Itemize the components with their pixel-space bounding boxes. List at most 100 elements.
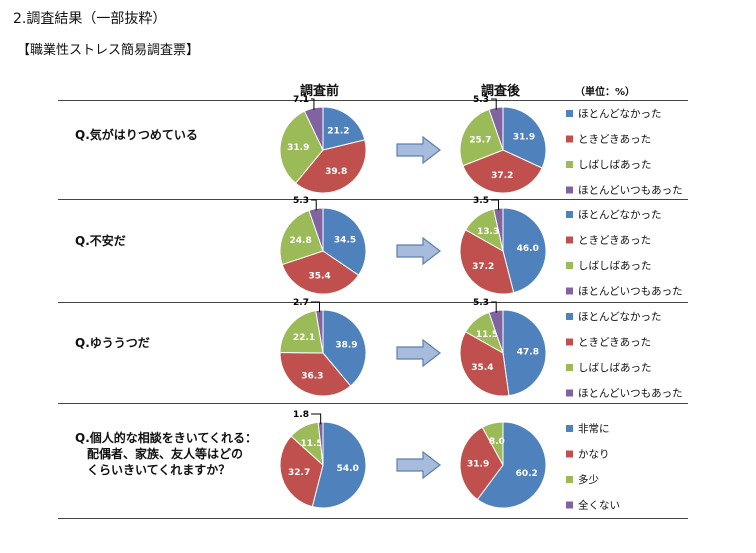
pie-before-2-value-label: 24.8 bbox=[290, 236, 312, 246]
legend-swatch-3 bbox=[566, 262, 573, 269]
survey-subtitle: 【職業性ストレス簡易調査票】 bbox=[17, 43, 200, 58]
unit-label: （単位：%） bbox=[575, 87, 636, 98]
pie-after-1-value-label: 37.2 bbox=[491, 171, 513, 181]
pie-after-2-value-label: 3.5 bbox=[473, 196, 489, 206]
pie-after-3-value-label: 35.4 bbox=[471, 363, 493, 373]
pie-before-4-slice-1 bbox=[311, 421, 367, 509]
pie-after-3-slice-2 bbox=[459, 331, 510, 397]
legend-label-1: ほとんどなかった bbox=[578, 108, 661, 120]
legend-label-3: 多少 bbox=[578, 473, 599, 486]
legend-swatch-4 bbox=[566, 501, 573, 509]
legend-swatch-4 bbox=[566, 389, 573, 397]
legend-swatch-2 bbox=[566, 338, 573, 346]
pie-before-2-slice-2 bbox=[281, 250, 360, 295]
legend-label-1: 非常に bbox=[578, 422, 610, 435]
legend-swatch-2 bbox=[566, 236, 573, 244]
legend-swatch-3 bbox=[566, 476, 573, 483]
pie-before-1-slice-3 bbox=[279, 110, 324, 184]
pie-before-2-slice-1 bbox=[322, 207, 367, 276]
legend-swatch-3 bbox=[566, 161, 573, 168]
legend-swatch-1 bbox=[566, 110, 573, 117]
legend-label-2: ときどきあった bbox=[578, 235, 651, 247]
row-divider bbox=[58, 199, 688, 200]
legend-swatch-2 bbox=[566, 450, 573, 458]
pie-before-2-value-label: 35.4 bbox=[308, 272, 330, 282]
pie-before-3-leader-line bbox=[311, 301, 321, 313]
pie-before-1-slice-1 bbox=[322, 106, 366, 151]
pie-before-4-value-label: 1.8 bbox=[293, 410, 309, 420]
pie-after-1-value-label: 5.3 bbox=[473, 95, 489, 105]
transition-arrow-icon bbox=[396, 338, 441, 368]
legend-swatch-1 bbox=[566, 313, 573, 320]
section-title: 2.調査結果（一部抜粋） bbox=[13, 11, 167, 27]
transition-arrow-icon bbox=[396, 135, 441, 165]
legend-label-1: ほとんどなかった bbox=[578, 209, 661, 221]
legend-swatch-1 bbox=[566, 425, 573, 432]
pie-before-2-slice-3 bbox=[279, 209, 324, 266]
pie-before-3-slice-3 bbox=[279, 310, 324, 354]
row-divider bbox=[58, 403, 688, 404]
pie-before-2-value-label: 34.5 bbox=[334, 235, 356, 245]
legend-label-3: しばしばあった bbox=[578, 260, 652, 272]
pie-after-4-slice-3 bbox=[481, 421, 504, 466]
pie-after-3-leader-line bbox=[491, 301, 497, 313]
pie-before-2-leader-line bbox=[311, 199, 317, 211]
column-header-before: 調査前 bbox=[300, 84, 340, 99]
legend-label-2: ときどきあった bbox=[578, 134, 651, 146]
pie-after-4-value-label: 60.2 bbox=[516, 469, 538, 479]
legend-label-3: しばしばあった bbox=[578, 362, 652, 374]
legend-swatch-4 bbox=[566, 287, 573, 295]
pie-before-3-slice-1 bbox=[322, 309, 367, 387]
pie-after-1-leader-line bbox=[491, 98, 497, 110]
pie-before-4-slice-2 bbox=[279, 435, 324, 508]
pie-after-1-value-label: 31.9 bbox=[513, 133, 535, 143]
column-header-after: 調査後 bbox=[481, 84, 521, 99]
pie-after-3-value-label: 11.5 bbox=[476, 330, 498, 340]
pie-before-1-value-label: 31.9 bbox=[287, 143, 309, 153]
legend-label-4: ほとんどいつもあった bbox=[578, 185, 683, 197]
pie-after-4-value-label: 31.9 bbox=[467, 459, 489, 469]
pie-after-1-slice-2 bbox=[462, 149, 543, 194]
pie-before-1-value-label: 39.8 bbox=[325, 167, 347, 177]
pie-before-3-value-label: 38.9 bbox=[335, 340, 357, 350]
row-divider bbox=[58, 100, 688, 101]
pie-before-1-value-label: 21.2 bbox=[327, 126, 349, 136]
pie-after-2-value-label: 37.2 bbox=[472, 262, 494, 272]
legend-label-2: ときどきあった bbox=[578, 337, 651, 349]
legend-swatch-2 bbox=[566, 135, 573, 143]
pie-after-3-value-label: 5.3 bbox=[473, 298, 489, 308]
legend-swatch-1 bbox=[566, 211, 573, 218]
transition-arrow-icon bbox=[396, 236, 441, 266]
question-label-consultation: Q.個人的な相談をきいてくれる： 配偶者、家族、友人等はどの くらいきいてくれま… bbox=[75, 431, 258, 477]
question-label-anxiety: Q.不安だ bbox=[75, 234, 126, 248]
pie-before-4-leader-line bbox=[311, 413, 322, 425]
row-divider bbox=[58, 518, 688, 519]
pie-after-2-slice-2 bbox=[459, 229, 515, 295]
pie-before-3-value-label: 36.3 bbox=[301, 372, 323, 382]
legend-label-4: ほとんどいつもあった bbox=[578, 388, 683, 400]
pie-before-3-value-label: 22.1 bbox=[293, 333, 315, 343]
pie-before-4-value-label: 32.7 bbox=[288, 468, 310, 478]
pie-after-2-value-label: 13.3 bbox=[477, 227, 499, 237]
pie-after-4-slice-2 bbox=[459, 426, 504, 501]
pie-after-2-value-label: 46.0 bbox=[517, 244, 539, 254]
pie-before-3-slice-2 bbox=[279, 351, 352, 397]
pie-before-1-leader-line bbox=[311, 98, 315, 111]
pie-before-3-value-label: 2.7 bbox=[293, 298, 309, 308]
pie-after-4-slice-1 bbox=[476, 421, 547, 509]
question-label-depression: Q.ゆううつだ bbox=[75, 336, 150, 350]
pie-before-2-value-label: 5.3 bbox=[293, 196, 309, 206]
pie-after-1-slice-1 bbox=[502, 106, 547, 169]
legend-label-2: かなり bbox=[578, 449, 610, 461]
pie-after-2-leader-line bbox=[491, 199, 500, 211]
legend-swatch-3 bbox=[566, 364, 573, 371]
pie-after-1-slice-3 bbox=[459, 108, 504, 167]
legend-label-4: 全くない bbox=[578, 499, 620, 512]
pie-before-4-value-label: 11.5 bbox=[300, 439, 322, 449]
pie-after-3-value-label: 47.8 bbox=[517, 347, 539, 357]
pie-before-4-value-label: 54.0 bbox=[337, 464, 359, 474]
transition-arrow-icon bbox=[396, 450, 441, 480]
pie-after-2-slice-1 bbox=[502, 207, 547, 294]
legend-label-1: ほとんどなかった bbox=[578, 311, 661, 323]
